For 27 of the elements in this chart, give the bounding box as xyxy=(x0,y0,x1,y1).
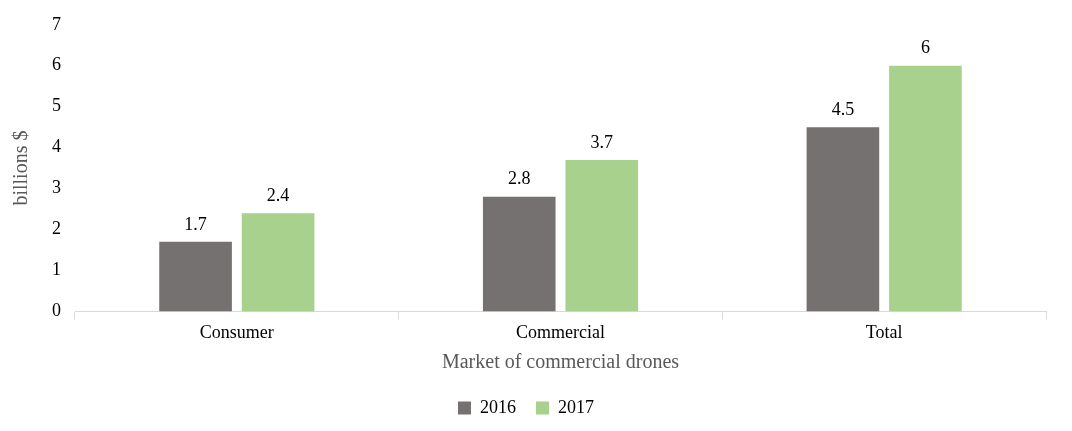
x-tick-label: Total xyxy=(865,321,903,342)
x-tick-label: Commercial xyxy=(516,321,605,342)
y-tick-label: 3 xyxy=(52,177,61,198)
legend-label: 2016 xyxy=(480,396,516,417)
y-tick-label: 6 xyxy=(52,54,61,75)
y-tick-label: 2 xyxy=(52,218,61,239)
data-label: 4.5 xyxy=(831,98,855,119)
y-axis-title: billions $ xyxy=(9,130,32,206)
data-label: 3.7 xyxy=(590,131,614,152)
x-tick-label: Consumer xyxy=(199,321,274,342)
bar xyxy=(159,241,232,312)
data-label: 2.4 xyxy=(266,184,290,205)
y-tick-label: 4 xyxy=(52,136,61,157)
bar xyxy=(806,127,880,312)
y-tick-label: 7 xyxy=(52,13,61,34)
bar xyxy=(889,65,962,312)
x-axis-title: Market of commercial drones xyxy=(441,350,680,373)
bar xyxy=(482,196,556,312)
data-label: 2.8 xyxy=(507,168,531,189)
data-label: 1.7 xyxy=(184,213,207,234)
bar xyxy=(241,213,315,312)
y-tick-label: 0 xyxy=(52,300,61,321)
y-tick-label: 5 xyxy=(52,95,61,116)
bar xyxy=(565,159,639,312)
y-tick-label: 1 xyxy=(52,259,61,280)
data-label: 6 xyxy=(920,37,930,58)
legend-label: 2017 xyxy=(558,396,594,417)
